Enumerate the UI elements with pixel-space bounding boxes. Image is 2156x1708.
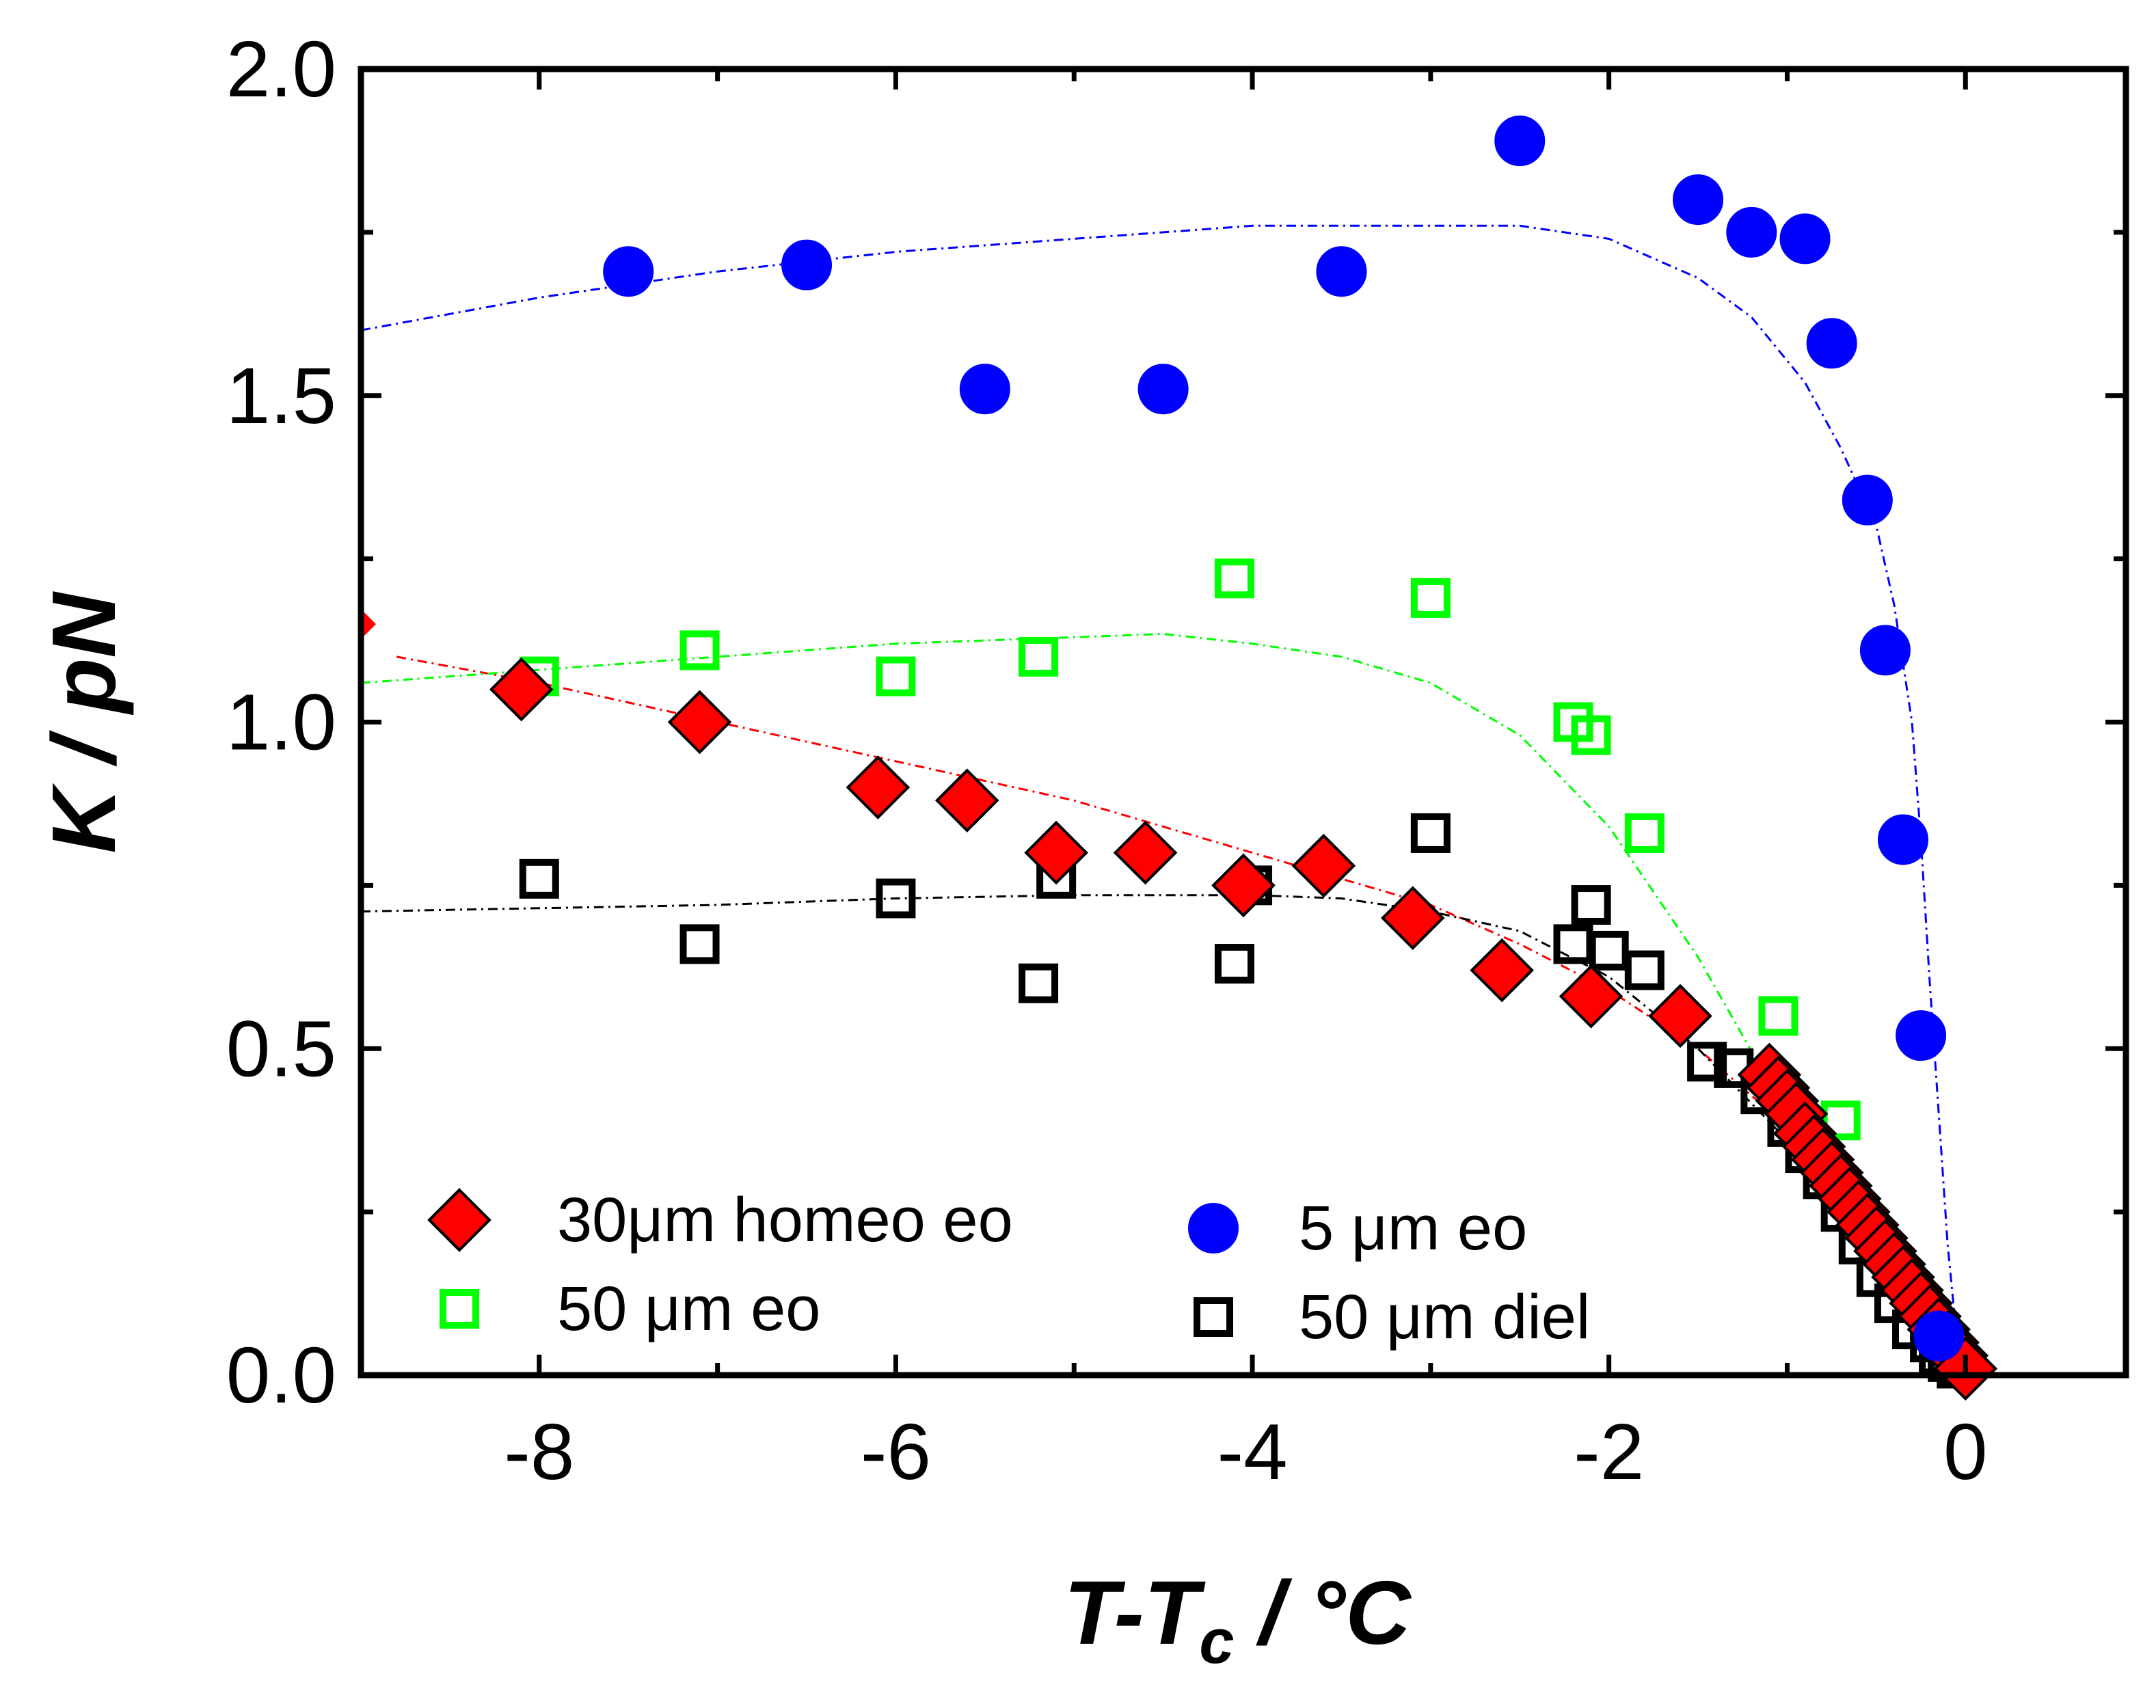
tick-labels: -8 -6 -4 -2 0 0.0 0.5 1.0 1.5 2.0 — [226, 25, 1988, 1496]
data-point — [1214, 558, 1254, 599]
legend-item: 50 μm eo — [440, 1274, 820, 1344]
series-2 — [603, 116, 1965, 1361]
x-tick-label: 0 — [1943, 1407, 1988, 1496]
data-point — [1024, 820, 1088, 885]
legend-item: 30μm homeo eo — [427, 1185, 1013, 1255]
legend-marker — [1194, 1297, 1233, 1337]
data-point — [1806, 318, 1857, 369]
data-point — [1316, 246, 1367, 297]
data-point — [679, 630, 720, 670]
x-tick-label: -8 — [504, 1407, 574, 1496]
data-point — [679, 924, 720, 964]
y-tick-label: 0.0 — [226, 1331, 336, 1420]
legend-marker — [1188, 1203, 1239, 1253]
data-point — [1494, 116, 1546, 167]
data-point — [1877, 814, 1928, 865]
data-point — [1559, 964, 1623, 1029]
data-point — [959, 364, 1010, 415]
y-tick-label: 1.0 — [226, 678, 336, 767]
legend-marker — [427, 1188, 491, 1252]
series-3 — [519, 558, 1861, 1141]
data-point — [876, 878, 916, 919]
fit-curve-3 — [360, 632, 1967, 1377]
fit-curve-4 — [360, 894, 1967, 1377]
data-point — [1896, 1010, 1947, 1061]
data-point — [1687, 1042, 1727, 1082]
y-tick-label: 2.0 — [226, 25, 336, 113]
data-point — [1589, 930, 1629, 971]
data-point — [489, 657, 554, 722]
data-point — [1553, 924, 1593, 964]
x-axis-title: T-Tc / °C — [1064, 1562, 1412, 1677]
legend-label: 30μm homeo eo — [557, 1185, 1013, 1255]
legend-item: 50 μm diel — [1194, 1282, 1590, 1352]
data-point — [1624, 950, 1665, 990]
data-point — [1410, 578, 1451, 618]
legend-label: 50 μm eo — [557, 1274, 820, 1344]
x-tick-label: -2 — [1574, 1407, 1644, 1496]
legend-label: 50 μm diel — [1299, 1282, 1590, 1352]
y-axis-title: K / pN — [33, 591, 134, 854]
data-point — [519, 858, 559, 899]
data-point — [1624, 813, 1665, 853]
data-point — [1673, 174, 1724, 226]
x-tick-label: -6 — [861, 1407, 931, 1496]
data-point — [1571, 885, 1611, 925]
x-tick-label: -4 — [1217, 1407, 1287, 1496]
data-point — [876, 656, 916, 696]
data-point — [1137, 364, 1189, 415]
edge-data-point — [361, 609, 376, 640]
data-point — [1019, 636, 1059, 677]
data-point — [1214, 944, 1254, 984]
fit-curve-1 — [396, 655, 1967, 1376]
y-tick-label: 1.5 — [226, 351, 336, 440]
data-point — [1913, 1310, 1965, 1361]
data-point — [1019, 963, 1059, 1003]
y-tick-label: 0.5 — [226, 1004, 336, 1093]
series-1 — [489, 657, 1998, 1401]
axis-ticks — [358, 66, 2126, 1378]
legend-item: 5 μm eo — [1188, 1193, 1527, 1263]
data-point — [1859, 625, 1911, 676]
data-point — [1571, 715, 1611, 755]
data-point — [1380, 886, 1445, 950]
data-point — [781, 239, 833, 290]
data-point — [667, 690, 732, 755]
legend-label: 5 μm eo — [1299, 1193, 1527, 1263]
legend: 30μm homeo eo 5 μm eo 50 μm eo 50 μm diel — [427, 1185, 1590, 1352]
legend-marker — [440, 1289, 479, 1329]
data-point — [1410, 813, 1451, 853]
data-point — [1113, 820, 1178, 885]
data-point — [1648, 984, 1712, 1048]
data-point — [1758, 996, 1798, 1036]
data-point — [1211, 853, 1276, 918]
data-point — [603, 246, 654, 297]
data-point — [1470, 938, 1535, 1003]
data-point — [1726, 206, 1777, 258]
data-point — [846, 755, 911, 819]
data-point — [1820, 1100, 1861, 1141]
data-point — [1842, 474, 1893, 526]
data-points — [361, 116, 1998, 1401]
data-point — [1779, 213, 1831, 265]
data-point — [1291, 833, 1356, 898]
data-point — [934, 768, 999, 832]
